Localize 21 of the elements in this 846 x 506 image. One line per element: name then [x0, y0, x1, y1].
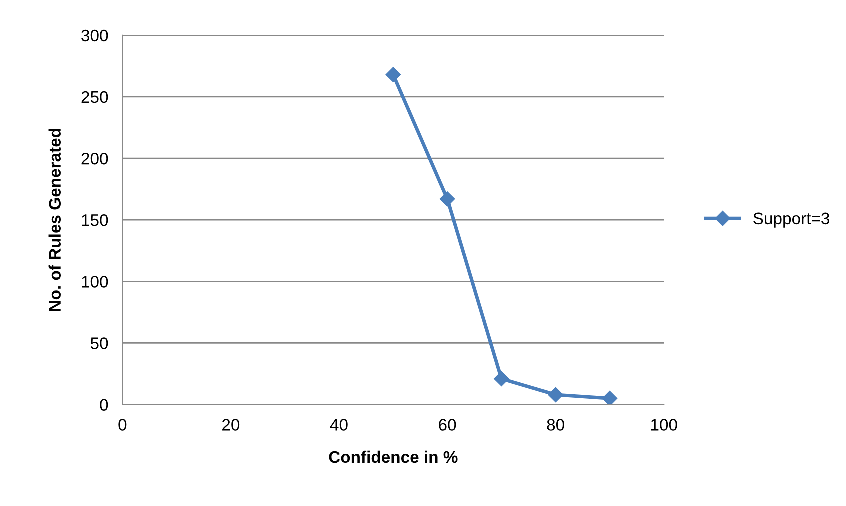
point — [548, 387, 564, 403]
x-axis-title: Confidence in % — [329, 450, 458, 464]
y-tick-label: 0 — [100, 399, 108, 412]
y-tick-label: 200 — [82, 152, 108, 165]
y-tick-label: 50 — [90, 338, 108, 350]
legend-label: Support=3 — [754, 212, 830, 228]
y-tick-label: 300 — [82, 30, 108, 42]
point — [494, 371, 510, 387]
x-tick-label: 60 — [439, 419, 456, 431]
y-axis-title: No. of Rules Generated — [48, 129, 62, 312]
x-tick-label: 20 — [222, 419, 240, 431]
y-tick-label: 250 — [82, 91, 108, 104]
point — [440, 192, 456, 207]
y-tick-label: 150 — [82, 214, 108, 226]
x-tick-label: 0 — [118, 419, 127, 431]
x-tick-label: 100 — [651, 419, 678, 431]
point — [602, 391, 618, 405]
x-tick-label: 80 — [547, 419, 564, 431]
x-tick-label: 40 — [330, 419, 348, 431]
point — [386, 67, 401, 82]
y-tick-label: 100 — [82, 276, 108, 288]
